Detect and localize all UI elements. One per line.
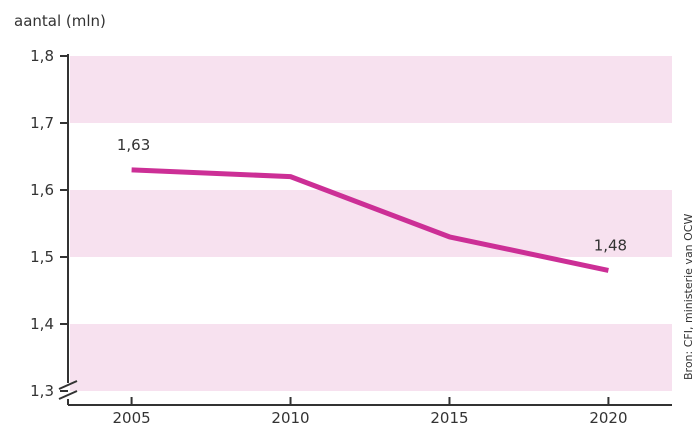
data-label: 1,48: [594, 236, 627, 254]
axes: [58, 54, 672, 406]
y-tick-label: 1,6: [30, 181, 54, 199]
x-tick-label: 2015: [430, 409, 468, 427]
y-tick-label: 1,5: [30, 248, 54, 266]
background-band: [70, 324, 672, 391]
x-tick-label: 2005: [112, 409, 150, 427]
y-tick-label: 1,8: [30, 47, 54, 65]
y-tick-label: 1,3: [30, 382, 54, 400]
x-tick-label: 2010: [271, 409, 309, 427]
x-ticks: 2005 2010 2015 2020: [112, 397, 628, 427]
x-tick-label: 2020: [589, 409, 627, 427]
series-line: [131, 167, 609, 273]
data-label: 1,63: [117, 136, 150, 154]
y-tick-label: 1,7: [30, 114, 54, 132]
axis-break-mark: [58, 380, 78, 390]
y-ticks: 1,3 1,4 1,5 1,6 1,7 1,8: [30, 47, 68, 400]
background-band: [70, 190, 672, 257]
axis-break-mark: [58, 390, 78, 400]
y-tick-label: 1,4: [30, 315, 54, 333]
background-band: [70, 56, 672, 123]
series-layer: [131, 167, 609, 273]
y-axis-label: aantal (mln): [14, 12, 106, 30]
background-bands: [70, 56, 672, 391]
data-labels: 1,63 1,48: [117, 136, 627, 255]
source-note: Bron: CFI, ministerie van OCW: [682, 214, 695, 380]
